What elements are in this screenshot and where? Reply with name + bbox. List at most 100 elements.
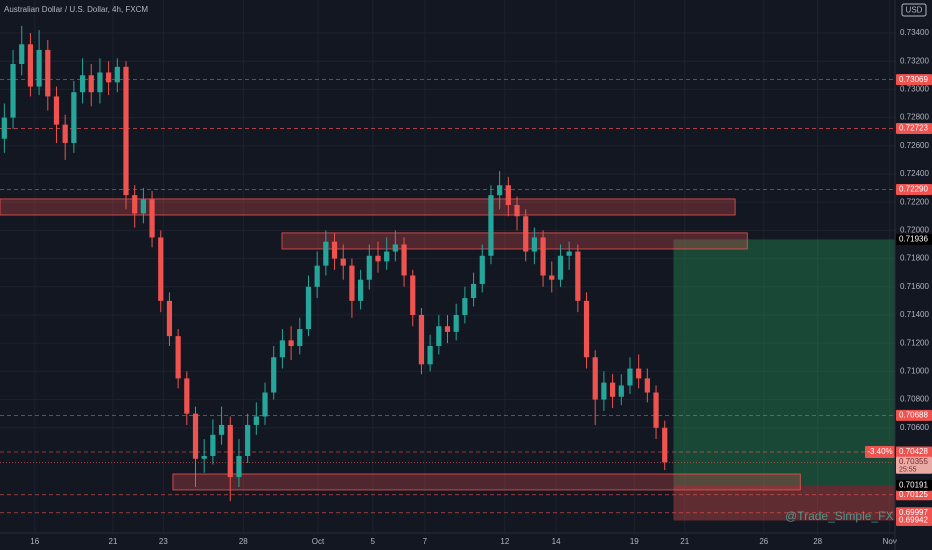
candle-body — [549, 275, 555, 280]
y-tick-label: 0.71400 — [900, 310, 929, 319]
candle-body — [71, 92, 77, 143]
y-tick-label: 0.71800 — [900, 254, 929, 263]
y-tick-label: 0.73400 — [900, 28, 929, 37]
candle-body — [636, 368, 642, 379]
candle-body — [166, 300, 173, 337]
x-tick-label: 16 — [30, 537, 39, 546]
last-price-bg — [896, 456, 932, 474]
candle-body — [662, 427, 668, 463]
candle-body — [271, 357, 277, 393]
x-tick-label: 26 — [759, 537, 768, 546]
candle-body — [505, 185, 511, 205]
x-tick-label: 7 — [423, 537, 428, 546]
candle-body — [297, 329, 303, 346]
price-label-bg — [896, 183, 932, 195]
price-label-bg — [896, 74, 932, 86]
candle-body — [488, 195, 494, 256]
y-tick-label: 0.71000 — [900, 366, 929, 375]
candle-body — [462, 298, 468, 315]
candle-body — [323, 241, 329, 266]
candle-body — [62, 124, 68, 143]
candle-body — [627, 368, 633, 386]
y-tick-label: 0.70600 — [900, 423, 929, 432]
candle-body — [349, 265, 355, 301]
zone — [0, 198, 736, 216]
candle-body — [566, 251, 572, 256]
candle-body — [45, 49, 51, 97]
candle-body — [262, 392, 268, 417]
candle-body — [149, 199, 155, 238]
candle-body — [436, 326, 442, 346]
x-tick-label: 28 — [813, 537, 822, 546]
candle-body — [358, 279, 364, 301]
price-label-bg — [896, 233, 932, 245]
x-tick-label: 28 — [239, 537, 248, 546]
y-tick-label: 0.71600 — [900, 282, 929, 291]
candle-body — [401, 244, 407, 276]
price-label: 0.71936 — [899, 235, 928, 244]
candle-body — [79, 75, 86, 93]
candle-body — [53, 96, 60, 125]
candle-body — [227, 424, 233, 478]
y-tick-label: 0.72400 — [900, 169, 929, 178]
x-tick-label: Nov — [883, 537, 897, 546]
candle-body — [192, 413, 199, 459]
y-tick-label: 0.73000 — [900, 84, 929, 93]
price-label-bg — [896, 409, 932, 421]
last-price-label: 0.70355 — [899, 457, 928, 466]
candle-body — [609, 382, 616, 397]
price-label-bg — [896, 489, 932, 501]
candle-body — [644, 378, 650, 393]
candle-body — [36, 49, 42, 87]
candle-body — [305, 286, 312, 330]
x-tick-label: 23 — [159, 537, 168, 546]
candle-body — [314, 265, 320, 287]
price-label-bg — [896, 515, 932, 527]
candle-body — [601, 382, 607, 400]
zone — [172, 473, 801, 491]
candle-body — [236, 455, 242, 478]
price-label: 0.72723 — [899, 124, 928, 133]
candle-body — [531, 237, 537, 252]
candle-body — [453, 314, 459, 332]
price-label: 0.72290 — [899, 185, 928, 194]
candle-body — [427, 345, 433, 365]
candle-body — [175, 336, 181, 379]
candle-body — [331, 241, 338, 259]
candle-body — [470, 283, 477, 299]
change-label: -3.40% — [867, 447, 892, 456]
candle-body — [497, 185, 503, 196]
candle-body — [479, 255, 485, 284]
chart-title: Australian Dollar / U.S. Dollar, 4h, FXC… — [4, 5, 148, 14]
candle-body — [375, 255, 381, 262]
candle-body — [106, 72, 112, 83]
y-tick-label: 0.70800 — [900, 395, 929, 404]
candle-body — [444, 326, 451, 332]
candle-body — [418, 314, 425, 365]
zone — [281, 232, 748, 250]
candle-body — [366, 255, 372, 280]
price-label: 0.69997 — [899, 508, 928, 517]
y-tick-label: 0.73200 — [900, 56, 929, 65]
candle-body — [514, 204, 520, 217]
change-bg — [865, 446, 895, 459]
y-tick-label: 0.72000 — [900, 225, 929, 234]
y-tick-label: 0.72200 — [900, 197, 929, 206]
candle-body — [540, 237, 546, 276]
candle-body — [288, 340, 294, 346]
candle-body — [575, 251, 581, 301]
candle-body — [392, 244, 398, 252]
candle-body — [618, 385, 624, 397]
candle-body — [523, 216, 529, 252]
candle-body — [88, 75, 94, 93]
candle-body — [132, 195, 138, 214]
candle-body — [557, 255, 564, 280]
candle-body — [410, 275, 416, 315]
price-label-bg — [896, 122, 932, 134]
price-label: 0.70125 — [899, 490, 928, 499]
x-tick-label: 21 — [109, 537, 118, 546]
candle-body — [384, 251, 390, 262]
x-tick-label: Oct — [312, 537, 325, 546]
candle-body — [1, 117, 7, 139]
